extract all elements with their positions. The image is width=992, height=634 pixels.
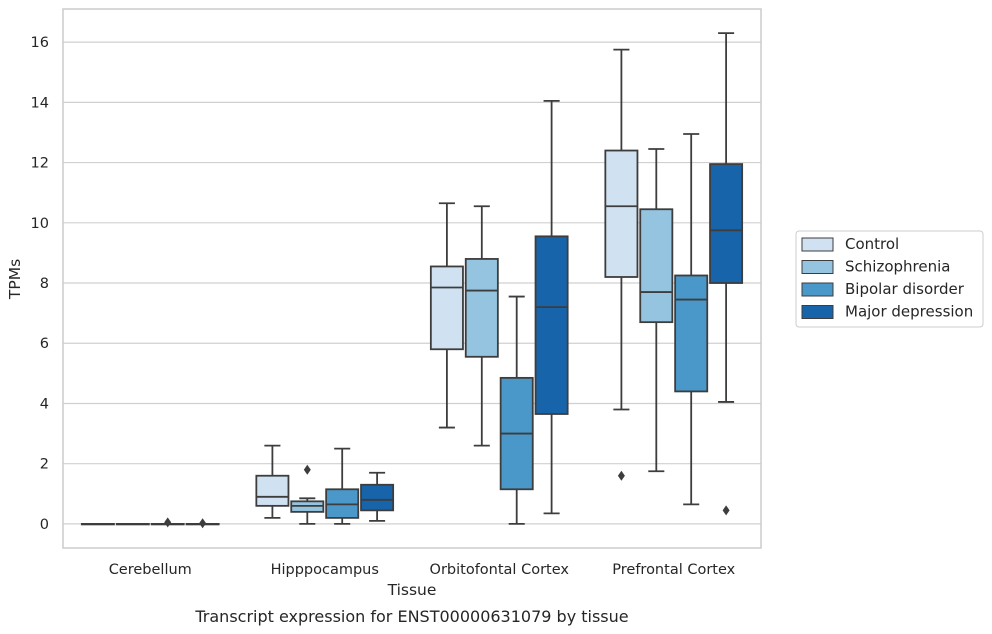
x-axis-label: Tissue bbox=[387, 581, 437, 599]
box-control bbox=[80, 523, 115, 526]
y-tick-label: 4 bbox=[40, 396, 49, 412]
box-bipolar-disorder bbox=[150, 517, 185, 528]
y-axis-label: TPMs bbox=[6, 259, 24, 300]
y-tick-label: 6 bbox=[40, 336, 49, 352]
legend-swatch bbox=[801, 260, 834, 274]
box-bipolar-disorder bbox=[674, 133, 709, 506]
legend-label: Bipolar disorder bbox=[845, 280, 965, 298]
outlier-point bbox=[617, 470, 625, 481]
box-body bbox=[464, 258, 499, 358]
legend-frame bbox=[795, 230, 984, 328]
outlier-point bbox=[722, 505, 730, 516]
box-body bbox=[255, 474, 290, 507]
legend: Control Schizophrenia Bipolar disorder Majo… bbox=[795, 230, 984, 328]
plot-area-frame bbox=[62, 8, 762, 549]
x-tick-label: Hipppocampus bbox=[271, 562, 379, 578]
y-tick-label: 16 bbox=[31, 35, 49, 51]
box-body bbox=[360, 483, 395, 512]
outlier-point bbox=[303, 464, 311, 475]
y-tick-label: 12 bbox=[31, 156, 49, 172]
legend-swatch bbox=[801, 237, 834, 252]
x-tick-label: Cerebellum bbox=[109, 562, 192, 578]
box-schizophrenia bbox=[464, 205, 499, 447]
box-bipolar-disorder bbox=[325, 447, 360, 525]
x-tick-label: Prefrontal Cortex bbox=[612, 562, 735, 578]
box-control bbox=[255, 444, 290, 519]
box-major-depression bbox=[360, 471, 395, 522]
box-schizophrenia bbox=[290, 464, 325, 525]
chart-caption: Transcript expression for ENST0000063107… bbox=[194, 607, 628, 626]
gridlines bbox=[63, 41, 761, 525]
box-body bbox=[429, 265, 464, 351]
y-tick-label: 0 bbox=[40, 517, 49, 533]
y-tick-label: 2 bbox=[40, 457, 49, 473]
legend-swatch bbox=[801, 282, 834, 297]
box-body bbox=[534, 235, 569, 415]
box-control bbox=[604, 48, 639, 481]
box-major-depression bbox=[534, 99, 569, 515]
box-body bbox=[604, 149, 639, 278]
box-major-depression bbox=[709, 32, 744, 516]
x-tick-label: Orbitofontal Cortex bbox=[430, 562, 570, 578]
box-major-depression bbox=[185, 518, 220, 529]
box-bipolar-disorder bbox=[499, 295, 534, 525]
legend-swatch bbox=[801, 305, 834, 319]
outlier-point bbox=[164, 517, 172, 528]
y-axis-ticks: 0 2 4 6 8 10 12 14 16 bbox=[31, 35, 49, 533]
box-body bbox=[709, 163, 744, 284]
outlier-point bbox=[199, 518, 207, 529]
box-schizophrenia bbox=[639, 148, 674, 473]
box-control bbox=[429, 202, 464, 429]
legend-label: Major depression bbox=[845, 303, 973, 321]
y-tick-label: 10 bbox=[31, 216, 49, 232]
y-tick-label: 8 bbox=[40, 276, 49, 292]
box-body bbox=[639, 208, 674, 324]
legend-label: Control bbox=[845, 235, 899, 253]
box-schizophrenia bbox=[115, 523, 150, 526]
legend-label: Schizophrenia bbox=[845, 258, 950, 276]
x-axis-ticks: Cerebellum Hipppocampus Orbitofontal Corte… bbox=[109, 562, 736, 578]
y-tick-label: 14 bbox=[31, 95, 49, 111]
box-body bbox=[674, 274, 709, 393]
box-plot-series bbox=[80, 32, 744, 529]
